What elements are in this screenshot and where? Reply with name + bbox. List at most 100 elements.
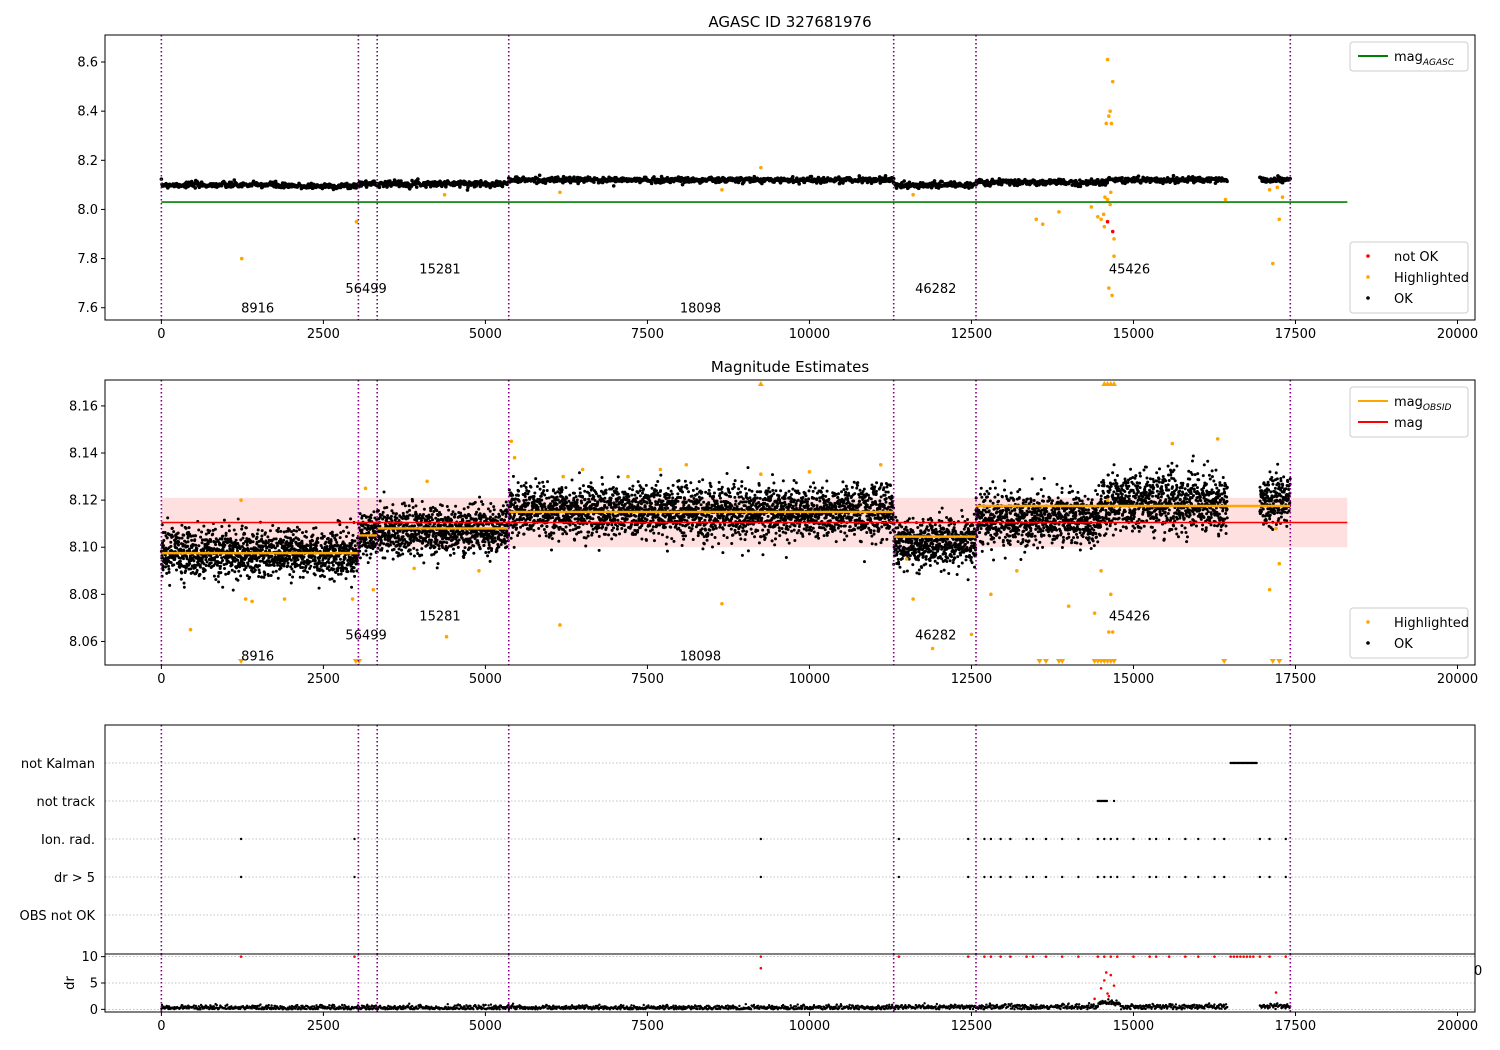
ok-point <box>439 523 443 527</box>
ok-point <box>493 539 497 543</box>
ok-point <box>510 531 514 535</box>
ok-point <box>383 537 387 541</box>
highlighted-point <box>1280 195 1285 199</box>
ok-point <box>268 560 272 564</box>
ok-point <box>268 529 272 533</box>
ok-point <box>575 500 579 504</box>
ok-point <box>790 174 795 179</box>
ok-point <box>404 545 408 549</box>
ok-point <box>522 512 526 516</box>
highlighted-point <box>1103 195 1107 199</box>
ok-point <box>414 185 419 189</box>
ok-point <box>255 558 259 562</box>
ok-point <box>573 523 577 527</box>
ok-point <box>432 510 436 514</box>
ok-point <box>236 549 240 553</box>
ok-point <box>282 538 286 542</box>
ok-point <box>556 513 560 517</box>
ok-point <box>400 548 404 552</box>
ok-point <box>611 184 616 188</box>
ok-point <box>581 495 585 499</box>
ok-point <box>313 559 317 563</box>
ok-point <box>290 530 294 534</box>
ok-point <box>219 564 223 568</box>
ok-point <box>238 547 242 551</box>
ok-point <box>509 536 513 540</box>
ok-point <box>408 548 412 552</box>
ok-point <box>468 513 472 517</box>
ok-point <box>565 532 569 536</box>
ok-point <box>422 512 426 516</box>
ok-point <box>338 557 342 561</box>
ok-point <box>290 544 294 548</box>
ok-point <box>380 513 384 517</box>
ok-point <box>505 529 509 533</box>
ok-point <box>414 533 418 537</box>
ok-point <box>180 536 184 540</box>
highlighted-point <box>558 190 562 195</box>
ok-point <box>166 516 170 520</box>
ok-point <box>385 549 389 553</box>
ok-point <box>411 505 415 509</box>
ok-point <box>289 558 293 562</box>
ok-point <box>472 551 476 555</box>
ok-point <box>206 542 210 546</box>
ok-point <box>451 547 455 551</box>
ok-point <box>276 563 280 567</box>
ok-point <box>325 545 329 549</box>
ok-point <box>172 563 176 567</box>
ok-point <box>343 556 347 560</box>
ok-point <box>395 516 399 520</box>
legend-dot-marker <box>1366 296 1370 300</box>
ok-point <box>381 510 385 514</box>
ok-point <box>573 538 577 542</box>
ok-point <box>495 549 499 553</box>
ok-point <box>164 565 168 569</box>
ok-point <box>161 568 165 572</box>
ok-point <box>932 179 937 183</box>
ok-point <box>543 502 547 506</box>
ok-point <box>483 540 487 544</box>
ok-point <box>309 543 313 547</box>
ok-point <box>320 546 324 550</box>
ok-point <box>443 523 447 527</box>
ok-point <box>297 538 301 542</box>
ok-point <box>289 581 293 585</box>
ok-point <box>547 535 551 539</box>
ok-point <box>327 565 331 569</box>
highlighted-point <box>911 192 915 197</box>
ok-point <box>239 538 243 542</box>
ok-point <box>351 533 355 537</box>
ok-point <box>541 491 545 495</box>
ok-point <box>251 540 255 544</box>
ok-point <box>428 184 433 189</box>
ok-point <box>335 540 339 544</box>
ok-point <box>292 537 296 541</box>
ok-point <box>214 578 218 582</box>
ok-point <box>388 179 392 183</box>
ok-point <box>374 537 378 541</box>
ok-point <box>241 536 245 540</box>
ok-point <box>270 554 274 558</box>
ok-point <box>211 532 215 536</box>
ok-point <box>400 541 404 545</box>
ok-point <box>452 551 456 555</box>
ok-point <box>192 559 196 563</box>
ok-point <box>282 562 286 566</box>
ok-point <box>441 546 445 550</box>
ok-point <box>524 481 528 485</box>
ok-point <box>209 540 213 544</box>
ok-point <box>349 517 353 521</box>
ok-point <box>456 545 460 549</box>
ok-point <box>260 548 264 552</box>
ok-point <box>403 504 407 508</box>
ok-point <box>809 174 814 179</box>
ok-point <box>536 497 540 501</box>
ok-point <box>202 549 206 553</box>
ok-point <box>462 540 466 544</box>
ok-point <box>1100 182 1105 187</box>
ok-point <box>457 538 461 542</box>
ok-point <box>435 538 439 542</box>
ok-point <box>257 574 261 578</box>
ok-point <box>537 481 541 485</box>
